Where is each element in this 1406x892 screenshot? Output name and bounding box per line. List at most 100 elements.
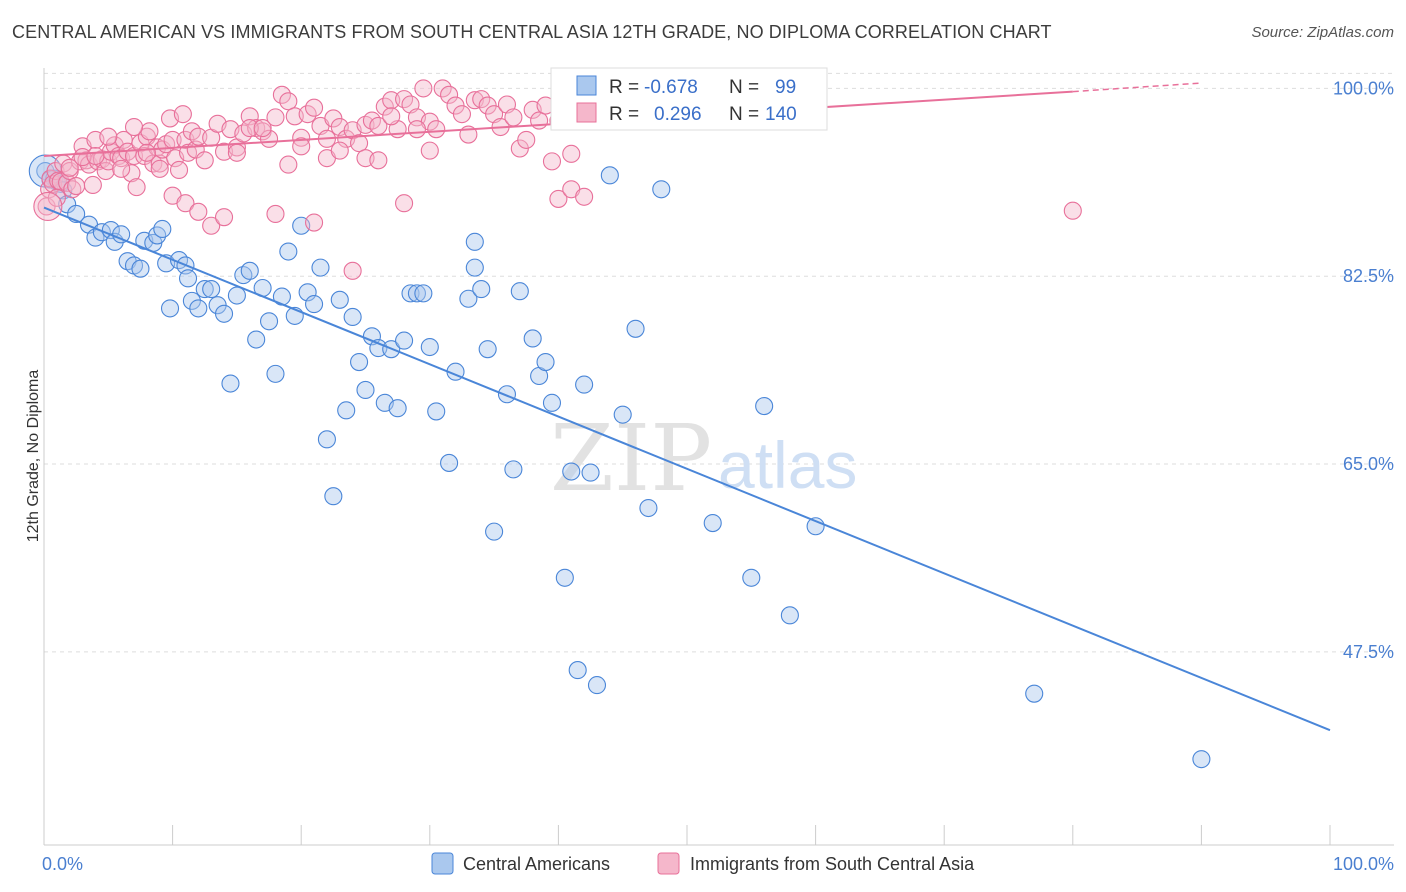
data-point [504,460,523,479]
data-point [202,216,221,235]
data-point [330,290,349,309]
series-legend: Central Americans Immigrants from South … [431,852,975,875]
data-point [562,462,581,481]
legend-n-value-1: 99 [775,77,796,98]
trend-line-extension [1072,82,1202,93]
legend-n-label-1: N = [729,77,759,98]
data-point [549,189,568,208]
data-point [530,111,549,130]
data-point [99,127,118,146]
series-south-central-asia [33,79,1082,280]
data-point [587,676,607,695]
data-point [452,105,472,124]
data-point [1192,750,1211,769]
data-point [465,258,484,277]
data-point [214,304,234,323]
data-point [330,141,349,160]
legend-swatch-blue [576,75,597,96]
data-point [227,143,246,162]
data-point [266,364,285,383]
data-point [600,166,619,185]
data-point [279,242,298,261]
data-point [305,98,324,117]
data-point [382,91,401,110]
data-point [478,340,497,359]
legend-n-label-2: N = [729,104,759,125]
data-point [221,374,240,393]
bottom-legend-swatch-pink [657,852,680,875]
chart-title: CENTRAL AMERICAN VS IMMIGRANTS FROM SOUT… [12,22,1052,42]
y-tick-label: 47.5% [1343,642,1394,662]
data-point [266,108,285,127]
data-point [305,213,324,232]
data-point [382,107,401,126]
data-point [60,158,79,177]
data-point [369,151,388,170]
data-point [279,92,298,111]
data-point [639,498,658,518]
legend-r-value-1: -0.678 [644,77,698,98]
legend-r-value-2: 0.296 [654,104,702,125]
stats-legend: R = -0.678 N = 99 R = 0.296 N = 140 [550,67,828,131]
data-point [305,295,324,314]
grid-lines [44,72,1394,653]
data-point [427,402,446,421]
data-point [536,353,555,372]
y-axis-title: 12th Grade, No Diploma [25,370,42,543]
data-point [555,568,574,587]
series-central-americans [28,79,1211,769]
data-point [189,299,208,318]
bottom-legend-swatch-blue [431,852,454,875]
data-point [568,661,587,680]
data-point [433,79,452,98]
data-point [626,319,645,338]
data-point [427,120,446,139]
y-tick-label: 65.0% [1343,454,1394,474]
data-point [189,127,208,146]
x-ticks [43,825,1331,845]
data-point [472,90,491,109]
data-point [420,141,439,160]
data-point [510,282,529,301]
data-point [292,137,311,156]
data-point [195,280,214,299]
data-point [472,280,491,299]
data-point [67,177,86,196]
data-point [311,258,330,277]
data-point [755,397,774,416]
data-point [227,286,246,305]
data-point [240,261,259,280]
data-point [350,134,369,153]
data-point [356,380,375,400]
data-point [542,152,562,171]
data-point [542,393,562,412]
data-point [369,339,388,358]
data-point [1063,201,1082,220]
data-point [395,331,414,350]
data-point [652,180,671,199]
data-point [101,221,120,240]
data-point [407,120,426,139]
data-point [253,119,272,138]
watermark: ZIP atlas [550,405,857,512]
data-point [266,204,285,224]
data-point [497,385,517,404]
bottom-legend-label-2: Immigrants from South Central Asia [690,854,975,874]
data-point [137,143,156,162]
data-point [388,399,407,418]
data-point [173,105,192,124]
data-point [131,259,150,278]
data-point [176,194,195,213]
data-point [86,146,105,166]
data-point [160,299,180,318]
data-point [395,194,414,213]
data-point [169,160,189,180]
data-point [401,284,420,303]
data-point [298,283,317,302]
legend-swatch-pink [576,102,597,123]
legend-n-value-2: 140 [765,104,797,125]
data-point [214,208,234,227]
watermark-zip: ZIP [550,405,712,512]
data-point [127,178,146,197]
